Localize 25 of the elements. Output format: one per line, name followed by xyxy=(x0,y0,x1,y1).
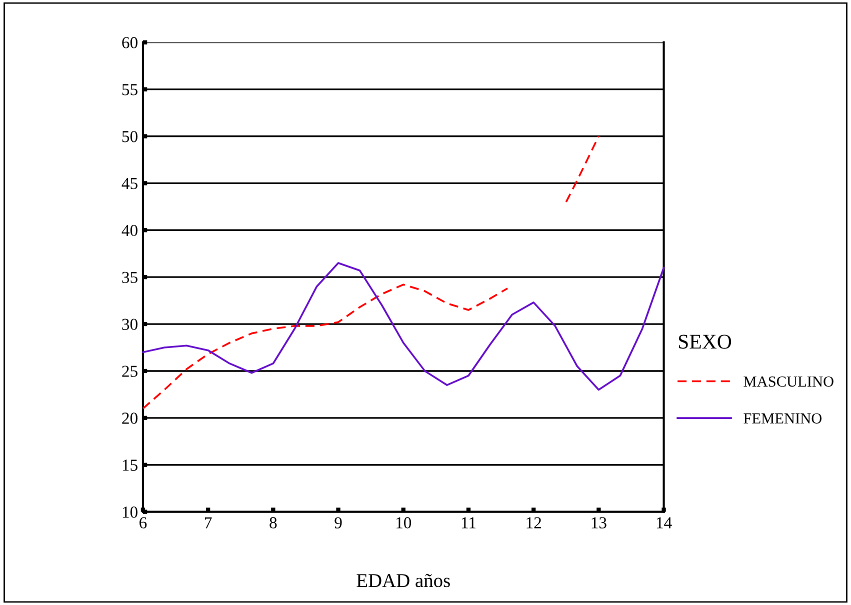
y-tick-label: 10 xyxy=(122,506,138,518)
legend-label: FEMENINO xyxy=(744,413,822,424)
y-tick-label: 30 xyxy=(122,318,138,330)
x-tick-label: 9 xyxy=(334,517,342,528)
line-series xyxy=(142,262,665,391)
x-tick-label: 11 xyxy=(462,517,476,528)
x-tick-label: 8 xyxy=(270,517,277,528)
y-tick-label: 25 xyxy=(122,366,138,377)
x-tick-label: 12 xyxy=(526,517,541,528)
y-tick-label: 60 xyxy=(122,37,138,48)
x-tick-label: 10 xyxy=(396,517,412,528)
y-tick-label: 15 xyxy=(122,460,138,471)
x-tick-label: 7 xyxy=(205,517,212,528)
x-tick-label: 14 xyxy=(656,517,672,528)
x-axis-title: EDAD años xyxy=(356,574,450,588)
y-tick-label: 20 xyxy=(122,412,138,424)
x-tick-label: 13 xyxy=(592,517,606,528)
y-tick-label: 35 xyxy=(122,272,138,284)
x-tick-label: 6 xyxy=(140,517,147,528)
y-tick-label: 40 xyxy=(122,224,138,236)
y-tick-label: 50 xyxy=(122,130,138,142)
legend-title: SEXO xyxy=(678,334,732,349)
legend-label: MASCULINO xyxy=(744,376,834,387)
y-tick-label: 55 xyxy=(122,84,138,96)
y-tick-label: 45 xyxy=(122,178,138,190)
